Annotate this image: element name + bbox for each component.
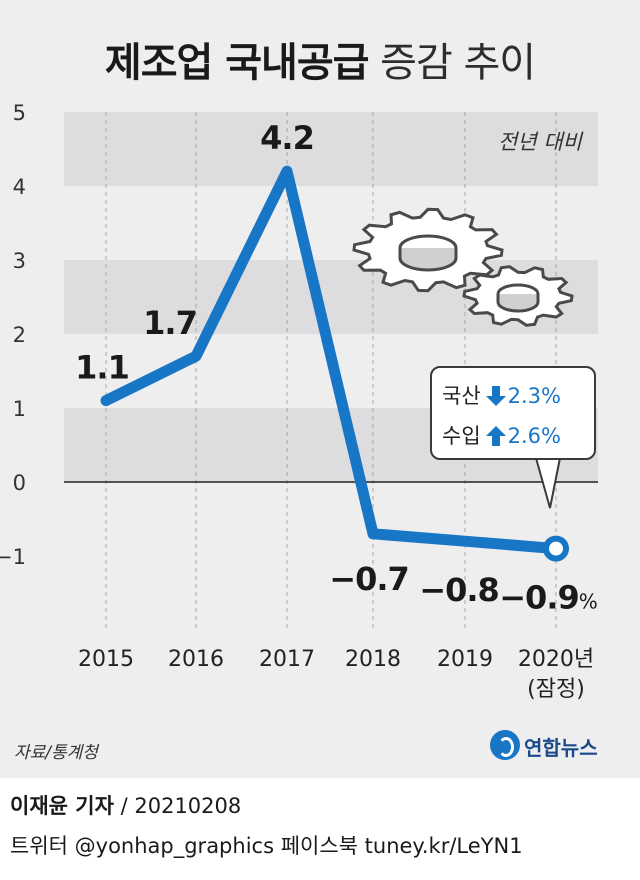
data-labels: 1.1 1.7 4.2 −0.7 −0.8 −0.9%	[75, 119, 598, 617]
band-0	[64, 112, 598, 186]
series-line	[100, 165, 562, 555]
publish-date: / 20210208	[120, 794, 242, 818]
line-chart: 5 4 3 2 1 0 −1 전년 대비 1.1 1.7 4.2 −0.7 −0.8 −0.9% 20…	[0, 101, 598, 702]
x-sublabel: (잠정)	[527, 677, 585, 702]
title-bold: 제조업 국내공급	[104, 40, 370, 86]
data-points	[543, 535, 569, 562]
endpoint-marker	[543, 535, 569, 562]
unit-note: 전년 대비	[498, 130, 584, 154]
ytick-label: 4	[13, 175, 26, 199]
chart-title: 제조업 국내공급 증감 추이	[0, 30, 640, 88]
ytick-label: −1	[0, 545, 26, 569]
x-label-2018: 2018	[345, 647, 401, 672]
import-value: 2.6%	[507, 424, 561, 448]
byline: 이재윤 기자 / 20210208	[10, 790, 241, 820]
x-label-2019: 2019	[437, 647, 493, 672]
import-label: 수입	[442, 424, 481, 448]
yonhap-logo: 연합뉴스	[490, 730, 630, 762]
arrow-up-icon	[485, 426, 506, 446]
x-label-2017: 2017	[259, 647, 315, 672]
gears-icon	[352, 207, 574, 327]
social-links: 트위터 @yonhap_graphics 페이스북 tuney.kr/LeYN1	[10, 834, 523, 858]
ytick-label: 2	[13, 323, 26, 347]
x-label-2015: 2015	[78, 647, 134, 672]
ytick-label: 3	[13, 249, 26, 273]
domestic-label: 국산	[442, 384, 481, 408]
value-label-2019: −0.8	[419, 571, 499, 609]
value-label-2020년: −0.9%	[499, 579, 597, 617]
callout-pointer	[535, 457, 561, 509]
source-note: 자료/통계청	[14, 743, 98, 763]
value-label-2016: 1.7	[143, 304, 197, 342]
callout-row-domestic: 국산 2.3%	[442, 380, 561, 410]
ytick-label: 0	[13, 471, 26, 495]
domestic-value: 2.3%	[507, 384, 561, 408]
y-axis-ticks: 5 4 3 2 1 0 −1	[0, 101, 26, 569]
x-label-2020년: 2020년	[518, 647, 594, 672]
logo-mark-icon	[490, 730, 520, 760]
reporter-name: 이재윤 기자	[10, 794, 114, 818]
title-light: 증감 추이	[380, 40, 536, 86]
arrow-down-icon	[485, 386, 506, 406]
logo-text: 연합뉴스	[524, 736, 598, 760]
value-unit: %	[579, 590, 597, 614]
ytick-label: 1	[13, 397, 26, 421]
value-label-2015: 1.1	[75, 349, 129, 387]
x-label-2016: 2016	[168, 647, 224, 672]
value-label-2018: −0.7	[329, 560, 409, 598]
value-label-2017: 4.2	[260, 119, 314, 157]
callout-row-import: 수입 2.6%	[442, 420, 561, 450]
import-export-callout: 국산 2.3% 수입 2.6%	[430, 366, 596, 460]
x-axis-labels: 2015 2016 2017 2018 2019 2020년 (잠정)	[78, 647, 594, 702]
ytick-label: 5	[13, 101, 26, 125]
